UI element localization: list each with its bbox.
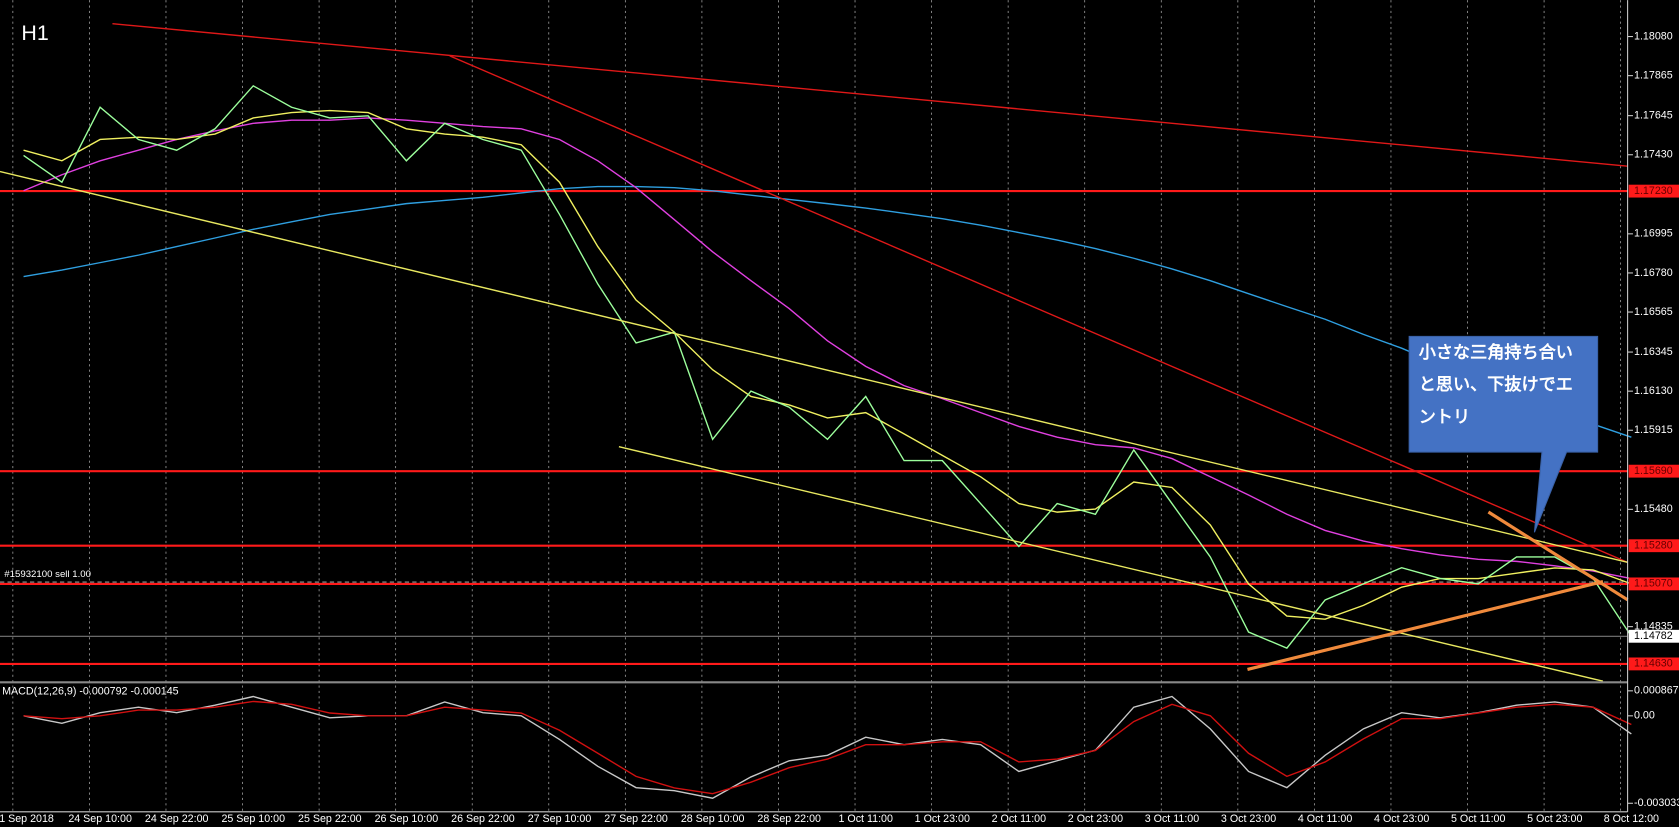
level-label: 1.15280 [1634,540,1673,552]
x-tick-label: 21 Sep 2018 [0,813,54,825]
x-tick-label: 2 Oct 11:00 [992,813,1047,825]
current-price-label: 1.14782 [1634,630,1673,642]
trendline [0,170,1628,564]
y-tick-label: 0.00 [1634,710,1655,722]
x-tick-label: 28 Sep 10:00 [681,813,745,825]
series-line [23,695,1632,799]
series-line [23,185,1632,438]
level-label: 1.17230 [1634,185,1673,197]
trendline [618,446,1604,682]
y-tick-label: 1.16345 [1634,346,1673,358]
level-label-box [1628,657,1679,671]
current-price-box [1628,629,1679,643]
level-label: 1.15070 [1634,578,1673,590]
x-tick-label: 2 Oct 23:00 [1068,813,1123,825]
level-label-box [1628,184,1679,198]
level-label: 1.15690 [1634,465,1673,477]
x-tick-label: 24 Sep 10:00 [68,813,132,825]
y-tick-label: 1.15480 [1634,503,1673,515]
y-tick-label: 1.16995 [1634,228,1673,240]
x-tick-label: 8 Oct 12:00 [1604,813,1659,825]
y-tick-label: 1.17430 [1634,149,1673,161]
y-tick-label: 1.17645 [1634,109,1673,121]
y-tick-label: 1.18080 [1634,30,1673,42]
x-tick-label: 26 Sep 10:00 [375,813,439,825]
x-tick-label: 3 Oct 23:00 [1221,813,1276,825]
x-tick-label: 27 Sep 10:00 [528,813,592,825]
x-tick-label: 1 Oct 23:00 [915,813,970,825]
trendline [1247,580,1604,671]
x-tick-label: 28 Sep 22:00 [757,813,821,825]
level-label-box [1628,464,1679,478]
series-line [23,84,1632,649]
y-tick-label: 1.16780 [1634,267,1673,279]
plot [0,84,1632,799]
y-tick-label: 1.16130 [1634,385,1673,397]
x-tick-label: 25 Sep 10:00 [221,813,285,825]
trendlines [0,23,1629,682]
level-label-box [1628,577,1679,591]
series-line [23,109,1632,620]
trendline [112,23,1628,167]
x-tick-label: 3 Oct 11:00 [1145,813,1200,825]
callout-text: ントリ [1419,406,1470,426]
callout-box [1408,335,1599,533]
y-tick-label: 1.15915 [1634,424,1673,436]
order-label: #15932100 sell 1.00 [4,569,91,580]
callout-text: と思い、下抜けでエ [1419,374,1573,394]
y-tick-label: -0.003033 [1634,797,1679,809]
x-tick-label: 24 Sep 22:00 [145,813,209,825]
callout-text: 小さな三角持ち合い [1419,342,1573,362]
level-label: 1.14630 [1634,658,1673,670]
x-tick-label: 26 Sep 22:00 [451,813,515,825]
x-tick-label: 27 Sep 22:00 [604,813,668,825]
timeframe-label: H1 [21,21,48,45]
trendline [1487,510,1629,602]
x-tick-label: 5 Oct 23:00 [1527,813,1582,825]
grid [12,0,1622,812]
x-tick-label: 1 Oct 11:00 [839,813,894,825]
level-label-box [1628,539,1679,553]
trendline [449,55,1628,563]
y-tick-label: 0.000867 [1634,685,1679,697]
y-tick-label: 1.17865 [1634,69,1673,81]
x-tick-label: 25 Sep 22:00 [298,813,362,825]
x-tick-label: 5 Oct 11:00 [1451,813,1506,825]
x-tick-label: 4 Oct 11:00 [1298,813,1353,825]
y-tick-label: 1.14835 [1634,620,1673,632]
y-tick-label: 1.16565 [1634,306,1673,318]
series-line [23,700,1632,795]
macd-label: MACD(12,26,9) -0.000792 -0.000145 [2,686,179,698]
series-line [23,117,1632,580]
x-tick-label: 4 Oct 23:00 [1374,813,1429,825]
callout: 小さな三角持ち合い と思い、下抜けでエ ントリ [1408,335,1599,533]
